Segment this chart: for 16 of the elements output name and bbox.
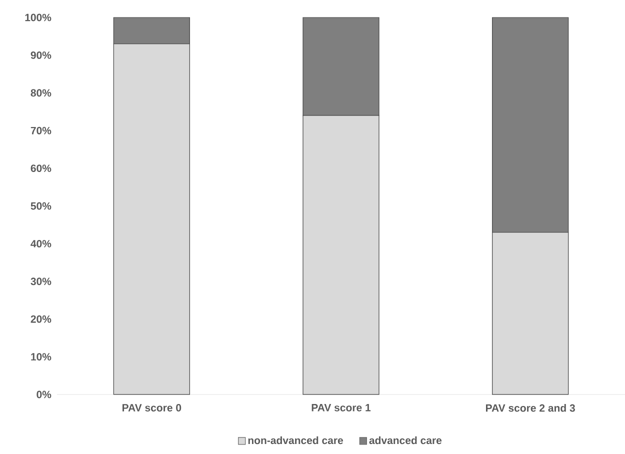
y-tick-label: 70% [30, 126, 52, 134]
x-tick-label: PAV score 1 [312, 404, 371, 412]
legend-label: advanced care [369, 436, 442, 444]
y-tick-label: 80% [30, 89, 52, 97]
y-tick-label: 100% [25, 14, 52, 22]
y-tick-label: 0% [36, 390, 52, 398]
legend-label: non-advanced care [248, 436, 343, 444]
y-tick-label: 40% [30, 240, 52, 248]
y-tick-label: 90% [30, 51, 52, 59]
x-tick-label: PAV score 0 [122, 404, 182, 412]
y-tick-label: 20% [30, 315, 52, 323]
y-tick-label: 10% [31, 353, 52, 361]
x-tick-label: PAV score 2 and 3 [486, 404, 575, 412]
y-tick-label: 30% [30, 278, 52, 286]
y-tick-label: 50% [30, 202, 52, 210]
y-tick-label: 60% [30, 164, 52, 172]
